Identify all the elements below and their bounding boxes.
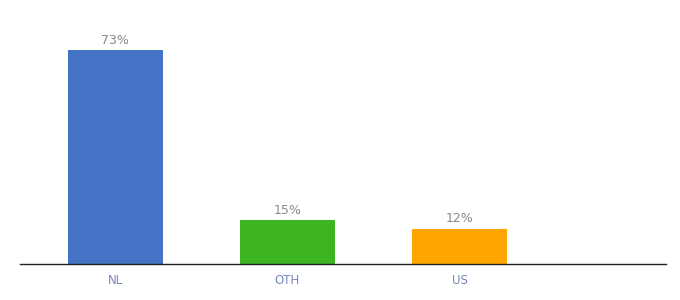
Bar	[412, 229, 507, 264]
Text: 73%: 73%	[101, 34, 129, 46]
Text: 12%: 12%	[446, 212, 473, 225]
Bar	[68, 50, 163, 264]
Text: 15%: 15%	[273, 203, 301, 217]
Bar	[240, 220, 335, 264]
